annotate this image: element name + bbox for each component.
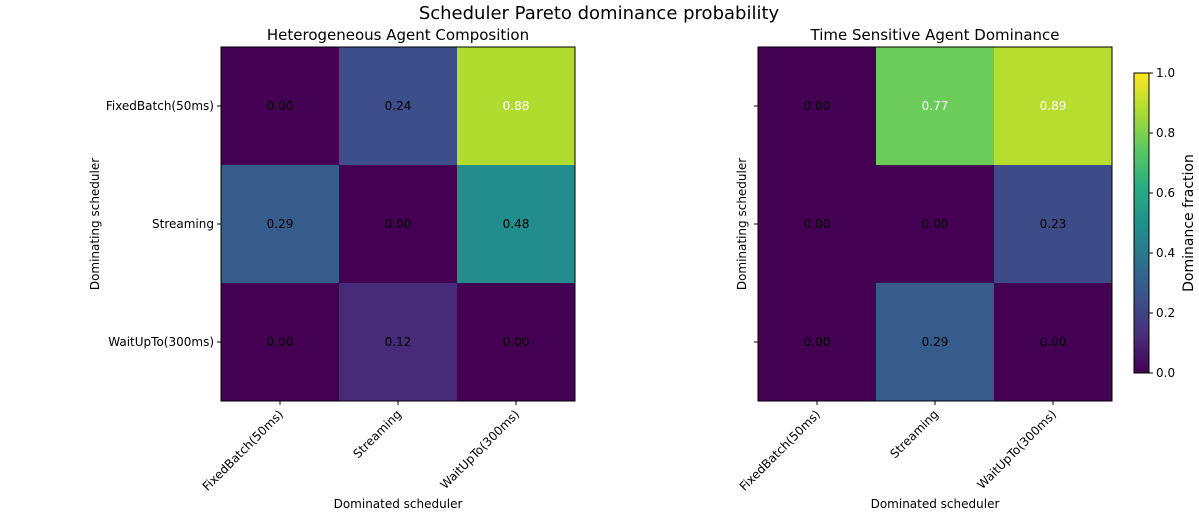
heatmap-cell — [339, 283, 458, 402]
heatmap-cell — [994, 283, 1113, 402]
x-tick-label: Streaming — [887, 407, 941, 461]
cell-value-label: 0.00 — [1040, 335, 1067, 349]
colorbar-tick-label: 0.8 — [1156, 126, 1175, 140]
x-tick-label: FixedBatch(50ms) — [737, 407, 823, 493]
cell-value-label: 0.88 — [503, 99, 530, 113]
y-tick-label: Streaming — [152, 217, 214, 231]
y-tick-label: WaitUpTo(300ms) — [108, 335, 214, 349]
y-tick-labels: FixedBatch(50ms) Streaming WaitUpTo(300ms) — [106, 99, 221, 349]
heatmap-cell — [221, 47, 340, 166]
heatmap-cell — [339, 165, 458, 284]
x-tick-label: Streaming — [350, 407, 404, 461]
heatmap-cell — [994, 165, 1113, 284]
heatmap-cell — [758, 47, 877, 166]
y-tick-label: FixedBatch(50ms) — [106, 99, 214, 113]
cell-value-label: 0.23 — [1040, 217, 1067, 231]
x-axis-label: Dominated scheduler — [334, 497, 463, 511]
heatmap-cell — [758, 165, 877, 284]
colorbar-tick-label: 0.2 — [1156, 306, 1175, 320]
y-tick-marks — [754, 105, 758, 343]
heatmap-cell — [758, 283, 877, 402]
heatmap-panel-time-sensitive: Time Sensitive Agent Dominance 0.00 0.77 0… — [735, 26, 1113, 511]
cell-value-label: 0.29 — [922, 335, 949, 349]
heatmap-cells — [758, 47, 1113, 402]
heatmap-cell — [457, 47, 576, 166]
heatmap-cells — [221, 47, 576, 402]
colorbar-tick-label: 1.0 — [1156, 66, 1175, 80]
cell-value-label: 0.29 — [267, 217, 294, 231]
y-axis-label: Dominating scheduler — [88, 158, 102, 290]
cell-value-label: 0.77 — [922, 99, 949, 113]
panel-title: Time Sensitive Agent Dominance — [810, 26, 1060, 44]
colorbar-gradient — [1134, 73, 1149, 373]
heatmap-cell — [221, 283, 340, 402]
x-axis-label: Dominated scheduler — [871, 497, 1000, 511]
cell-value-label: 0.00 — [804, 335, 831, 349]
heatmap-cell — [457, 283, 576, 402]
x-tick-label: WaitUpTo(300ms) — [437, 407, 522, 492]
colorbar-label: Dominance fraction — [1181, 154, 1197, 292]
cell-value-label: 0.00 — [503, 335, 530, 349]
colorbar: 0.0 0.2 0.4 0.6 0.8 1.0 Dominance fraction — [1133, 66, 1197, 380]
cell-value-label: 0.00 — [922, 217, 949, 231]
cell-value-labels: 0.00 0.77 0.89 0.00 0.00 0.23 0.00 0.29 0.00 — [804, 99, 1067, 349]
colorbar-tick-label: 0.0 — [1156, 366, 1175, 380]
cell-value-label: 0.00 — [804, 99, 831, 113]
cell-value-label: 0.89 — [1040, 99, 1067, 113]
cell-value-label: 0.00 — [385, 217, 412, 231]
cell-value-label: 0.12 — [385, 335, 412, 349]
heatmap-panel-heterogeneous: Heterogeneous Agent Composition 0.00 0.24… — [88, 26, 576, 511]
heatmap-cell — [994, 47, 1113, 166]
cell-value-label: 0.48 — [503, 217, 530, 231]
x-tick-label: FixedBatch(50ms) — [200, 407, 286, 493]
heatmap-cell — [339, 47, 458, 166]
colorbar-tick-label: 0.6 — [1156, 186, 1175, 200]
cell-value-label: 0.00 — [267, 335, 294, 349]
x-tick-label: WaitUpTo(300ms) — [974, 407, 1059, 492]
figure-title: Scheduler Pareto dominance probability — [419, 3, 780, 24]
panel-title: Heterogeneous Agent Composition — [267, 26, 529, 44]
colorbar-tick-label: 0.4 — [1156, 246, 1175, 260]
heatmap-cell — [221, 165, 340, 284]
heatmap-cell — [876, 165, 995, 284]
colorbar-ticks: 0.0 0.2 0.4 0.6 0.8 1.0 — [1149, 66, 1175, 380]
y-axis-label: Dominating scheduler — [735, 158, 749, 290]
heatmap-cell — [876, 47, 995, 166]
cell-value-label: 0.24 — [385, 99, 412, 113]
cell-value-label: 0.00 — [804, 217, 831, 231]
cell-value-label: 0.00 — [267, 99, 294, 113]
x-tick-labels: FixedBatch(50ms) Streaming WaitUpTo(300ms) — [737, 401, 1059, 494]
heatmap-cell — [876, 283, 995, 402]
heatmap-cell — [457, 165, 576, 284]
cell-value-labels: 0.00 0.24 0.88 0.29 0.00 0.48 0.00 0.12 0.00 — [267, 99, 530, 349]
colorbar-frame — [1133, 72, 1150, 374]
x-tick-labels: FixedBatch(50ms) Streaming WaitUpTo(300ms) — [200, 401, 522, 494]
